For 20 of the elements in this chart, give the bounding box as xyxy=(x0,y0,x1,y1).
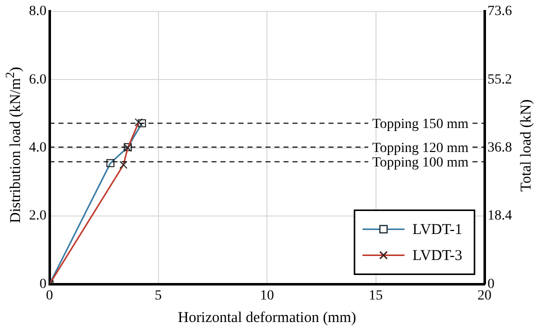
legend-label: LVDT-1 xyxy=(412,222,462,238)
ref-line-label: Topping 120 mm xyxy=(372,140,469,156)
x-tick-label: 20 xyxy=(478,288,492,304)
x-tick-label: 5 xyxy=(154,288,162,304)
x-tick-label: 10 xyxy=(260,288,274,304)
y-tick-label: 4.0 xyxy=(29,140,46,156)
ref-line-label: Topping 100 mm xyxy=(372,155,469,170)
y-tick-label: 6.0 xyxy=(29,72,46,88)
x-tick-label: 15 xyxy=(368,288,383,304)
ref-line-label: Topping 150 mm xyxy=(372,116,469,132)
y-tick-label: 8.0 xyxy=(29,4,46,20)
y2-tick-label: 36.8 xyxy=(488,140,512,156)
y-tick-label: 2.0 xyxy=(29,208,46,224)
x-axis-title: Horizontal deformation (mm) xyxy=(178,310,356,326)
legend-label: LVDT-3 xyxy=(412,248,462,264)
y2-axis-title: Total load (kN) xyxy=(518,98,536,192)
y2-tick-label: 73.6 xyxy=(488,4,512,20)
y2-tick-label: 55.2 xyxy=(488,72,512,88)
y-tick-label: 0 xyxy=(40,276,46,292)
y2-tick-label: 18.4 xyxy=(488,208,512,224)
